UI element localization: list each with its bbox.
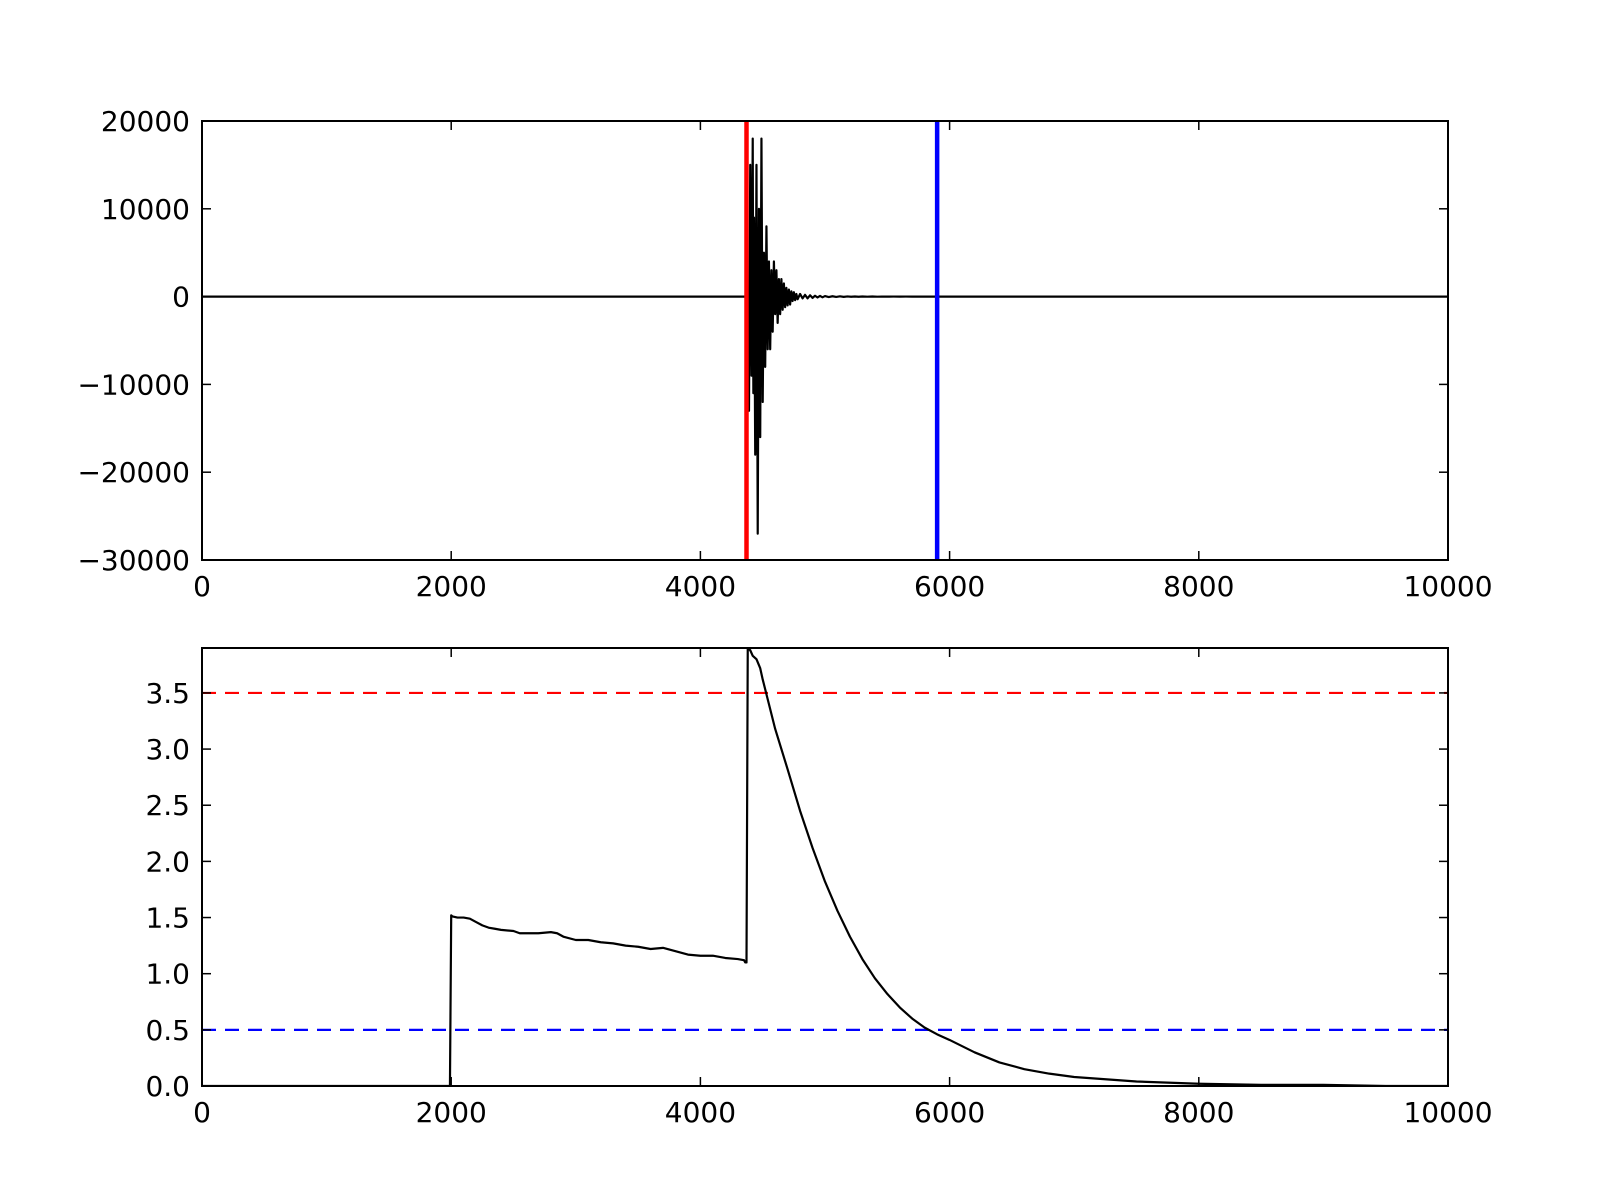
y-tick-label: 0 [172,281,190,314]
x-tick-label: 10000 [1403,570,1492,603]
axes-frame [201,647,1449,1087]
series-line-1 [202,648,1448,1086]
y-tick-label: 3.0 [145,733,190,766]
x-tick-label: 2000 [416,1096,487,1129]
y-tick-label: 1.5 [145,902,190,935]
x-tick-label: 0 [193,570,211,603]
series-line-1 [202,137,1448,535]
signal-waveform-panel: 0 2000 4000 6000 8000 10000 −30000 −20000 −10000… [77,105,1492,603]
x-tick-label: 6000 [914,1096,985,1129]
y-tick-label: −30000 [77,544,190,577]
axes-frame [201,120,1449,561]
y-tick-label: 10000 [101,193,190,226]
x-tick-label: 0 [193,1096,211,1129]
y-tick-label: 1.0 [145,958,190,991]
x-tick-label: 10000 [1403,1096,1492,1129]
y-tick-label: −10000 [77,368,190,401]
y-tick-label: 0.0 [145,1070,190,1103]
x-tick-label: 8000 [1163,570,1234,603]
y-tick-label: −20000 [77,456,190,489]
x-tick-label: 6000 [914,570,985,603]
y-tick-label: 2.0 [145,845,190,878]
x-tick-label: 4000 [665,570,736,603]
characteristic-function-panel: 0 2000 4000 6000 8000 10000 0.0 0.5 1.0 1.5 2.0 2.5… [145,647,1493,1129]
x-tick-label: 8000 [1163,1096,1234,1129]
x-tick-label: 4000 [665,1096,736,1129]
x-tick-label: 2000 [416,570,487,603]
y-tick-label: 3.5 [145,677,190,710]
y-tick-label: 0.5 [145,1014,190,1047]
y-tick-label: 2.5 [145,789,190,822]
y-tick-label: 20000 [101,105,190,138]
